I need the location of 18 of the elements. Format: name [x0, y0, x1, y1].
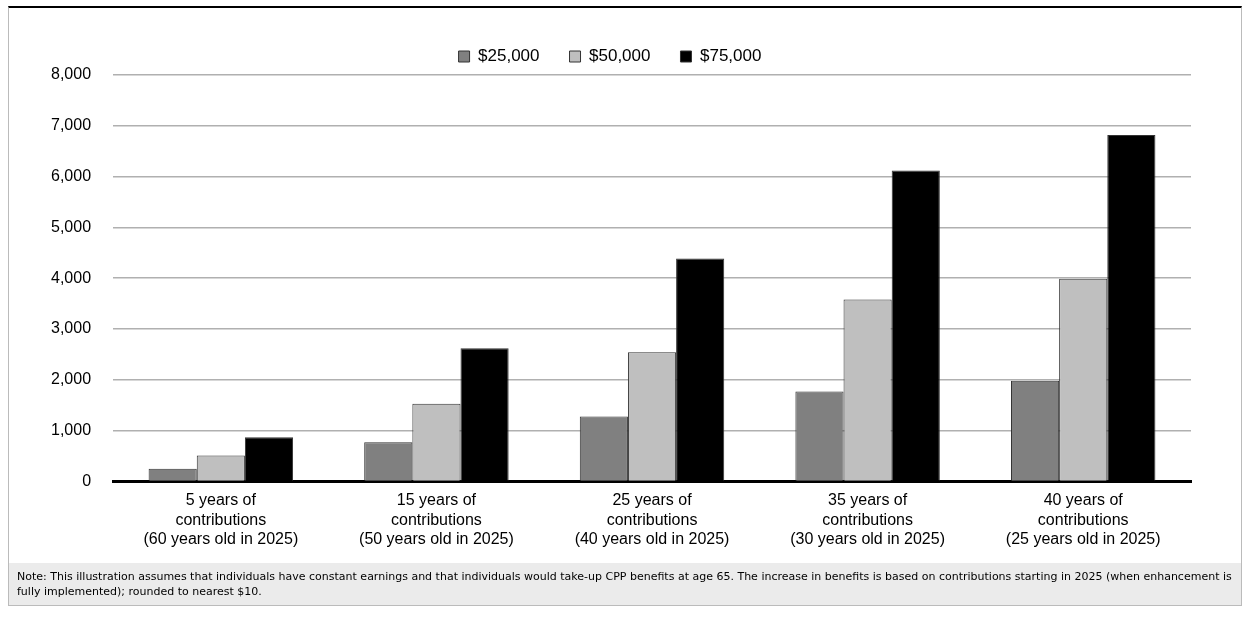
y-tick-label: 4,000 — [50, 268, 92, 286]
y-tick-label: 7,000 — [50, 116, 92, 134]
y-tick-label: 2,000 — [50, 370, 92, 388]
x-tick-label: 25 years of contributions (40 years old in 2025) — [574, 491, 730, 547]
y-tick-label: 5,000 — [50, 217, 92, 235]
y-tick-label: 1,000 — [50, 421, 92, 439]
y-tick-label: 0 — [82, 471, 92, 489]
x-tick-label: 5 years of contributions (60 years old in 2025) — [143, 491, 299, 547]
legend-label: $50,000 — [589, 46, 651, 66]
y-tick-label: 8,000 — [50, 65, 92, 83]
x-tick-label: 40 years of contributions (25 years old in 2025) — [1005, 491, 1161, 547]
x-tick-label: 15 years of contributions (50 years old in 2025) — [359, 491, 514, 547]
y-tick-label: 3,000 — [50, 319, 92, 337]
text: Note: This illustration assumes that individuals have constant earnings and that individuals would take-up CPP benefits at age 65. The increase in benefits is based on contributions starting in 2025 (when enhancement is fully implemented); rounded to nearest $10. — [9, 563, 1241, 605]
legend-label: $25,000 — [478, 46, 540, 66]
x-tick-label: 35 years of contributions (30 years old in 2025) — [790, 491, 945, 547]
y-tick-label: 6,000 — [50, 167, 92, 185]
legend-label: $75,000 — [699, 46, 762, 66]
